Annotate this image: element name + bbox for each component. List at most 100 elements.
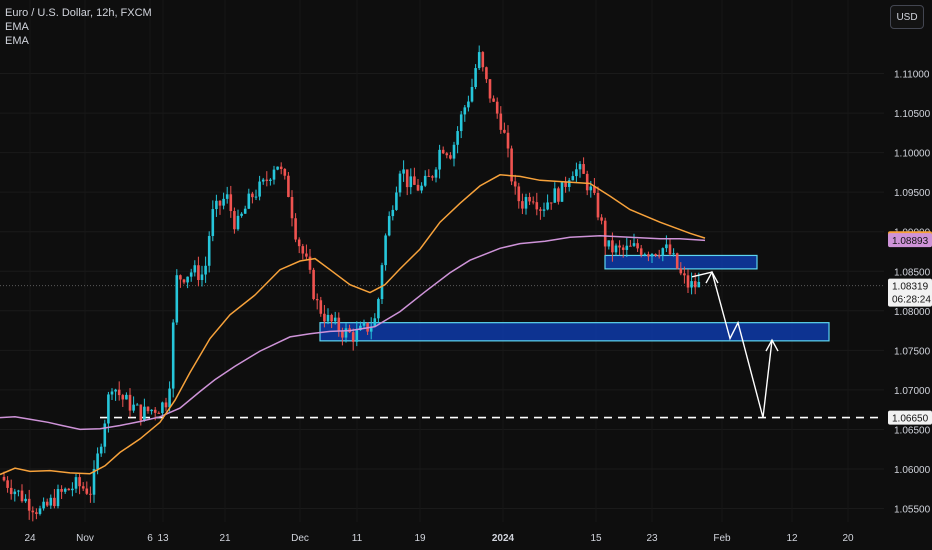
- candle-body: [539, 209, 542, 211]
- candle-body: [459, 114, 463, 132]
- candle-body: [179, 275, 182, 280]
- candle-body: [546, 202, 549, 210]
- price-tick-label: 1.10000: [894, 149, 931, 160]
- candle-body: [204, 265, 207, 275]
- candle-body: [143, 406, 146, 421]
- price-tick-label: 1.06000: [894, 465, 931, 476]
- time-tick-label: 21: [219, 533, 231, 544]
- candle-body: [488, 79, 492, 99]
- ema-indicator-label[interactable]: EMA: [5, 21, 29, 33]
- candle-body: [513, 181, 517, 187]
- time-tick-label: 13: [157, 533, 169, 544]
- candle-body: [107, 394, 110, 424]
- ema-indicator-label-2[interactable]: EMA: [5, 35, 29, 47]
- candlesticks: [2, 45, 701, 522]
- candle-body: [402, 169, 405, 174]
- candle-body: [603, 220, 607, 247]
- candle-body: [596, 192, 600, 218]
- candle-body: [405, 169, 409, 188]
- candle-body: [697, 281, 701, 288]
- candle-body: [362, 322, 366, 326]
- candle-body: [625, 245, 629, 250]
- demand-zone: [319, 322, 830, 342]
- projection-arrows: [691, 270, 779, 418]
- candle-body: [78, 477, 81, 487]
- candle-body: [67, 488, 71, 491]
- candle-body: [117, 389, 121, 396]
- candle-body: [611, 240, 614, 253]
- candle-body: [467, 101, 470, 108]
- candle-body: [161, 402, 164, 414]
- ema-lines: [0, 174, 706, 476]
- candle-body: [269, 179, 272, 181]
- time-tick-label: Dec: [291, 533, 309, 544]
- candle-body: [639, 248, 643, 255]
- candle-body: [463, 107, 467, 115]
- last-price-tag-bg: [888, 278, 932, 307]
- arrow-head: [765, 338, 779, 352]
- candle-body: [668, 244, 672, 255]
- candle-body: [413, 176, 416, 185]
- candle-body: [305, 253, 308, 257]
- grid-lines: [0, 73, 884, 510]
- candle-body: [618, 245, 621, 248]
- candle-body: [438, 149, 441, 170]
- candle-body: [146, 406, 150, 412]
- candle-body: [308, 256, 312, 270]
- symbol-title[interactable]: Euro / U.S. Dollar, 12h, FXCM: [5, 7, 152, 19]
- countdown-tag: 06:28:24: [892, 295, 931, 306]
- candle-body: [683, 273, 686, 276]
- currency-button[interactable]: USD: [890, 5, 924, 29]
- candle-body: [139, 404, 143, 421]
- candle-body: [672, 253, 675, 255]
- candle-body: [89, 493, 92, 495]
- candle-body: [420, 185, 423, 191]
- candle-body: [585, 173, 589, 191]
- last-price-tag: 1.08319: [892, 282, 929, 293]
- candle-body: [557, 188, 560, 202]
- time-tick-label: 24: [24, 533, 36, 544]
- candle-body: [477, 52, 481, 69]
- candle-body: [175, 275, 179, 323]
- candle-body: [384, 235, 387, 266]
- candle-body: [614, 245, 618, 253]
- candle-body: [215, 200, 218, 210]
- time-axis[interactable]: 24 Nov 6 13 21 Dec 11 19 2024 15 23 Feb 12 20: [24, 533, 854, 544]
- time-tick-label: Nov: [76, 533, 94, 544]
- candle-body: [636, 243, 639, 249]
- candle-body: [423, 175, 427, 186]
- candle-body: [81, 486, 85, 489]
- candle-body: [135, 404, 139, 406]
- time-tick-label: 19: [414, 533, 426, 544]
- candle-body: [24, 498, 27, 502]
- candle-body: [578, 164, 582, 170]
- candle-body: [218, 200, 222, 206]
- price-tick-label: 1.07000: [894, 386, 931, 397]
- candle-body: [49, 497, 53, 506]
- candle-body: [629, 245, 632, 247]
- candle-body: [391, 209, 395, 217]
- time-tick-label: 23: [646, 533, 658, 544]
- candle-body: [449, 155, 452, 159]
- candle-body: [643, 254, 647, 256]
- candle-body: [427, 175, 431, 177]
- projection-path: [691, 271, 773, 418]
- candle-body: [564, 182, 567, 187]
- candle-body: [387, 216, 391, 236]
- candle-body: [571, 176, 575, 181]
- candle-body: [60, 489, 63, 492]
- candle-body: [272, 169, 276, 180]
- candle-body: [20, 490, 24, 502]
- candle-body: [333, 317, 337, 322]
- candle-body: [164, 402, 168, 408]
- candle-body: [693, 281, 697, 288]
- candle-body: [9, 487, 13, 495]
- support-price-tag-bg: [888, 410, 932, 425]
- candle-body: [114, 389, 117, 392]
- arrow-head: [705, 270, 719, 284]
- candle-body: [92, 468, 96, 495]
- candle-body: [319, 300, 323, 314]
- candle-body: [2, 476, 6, 481]
